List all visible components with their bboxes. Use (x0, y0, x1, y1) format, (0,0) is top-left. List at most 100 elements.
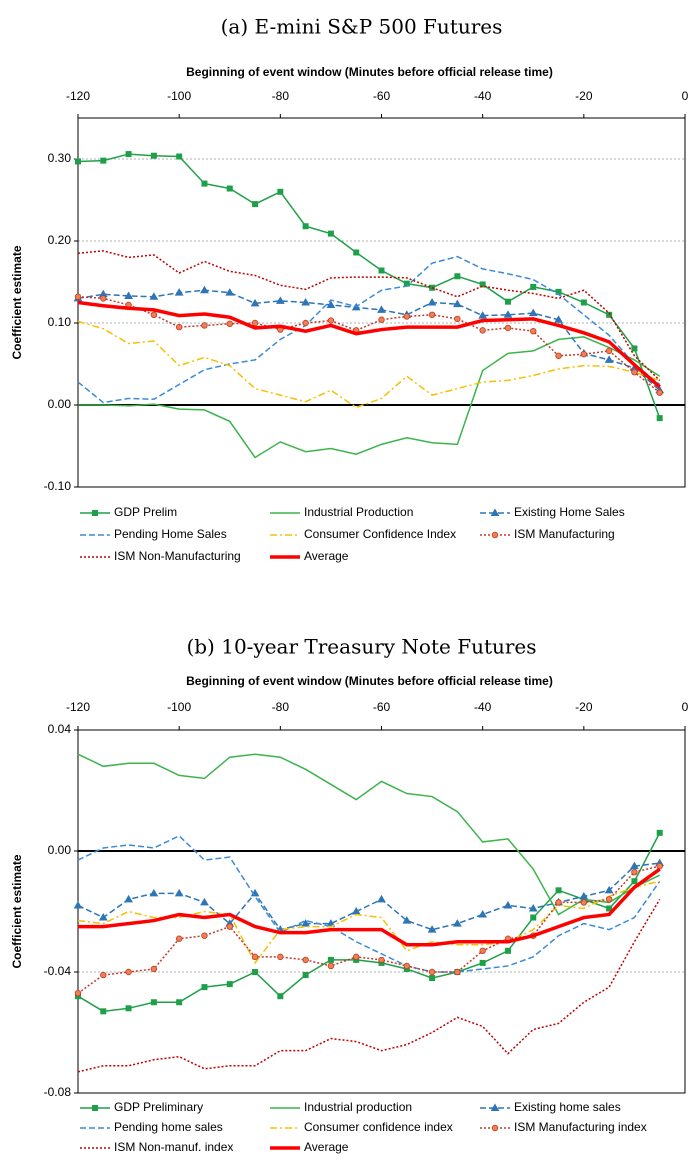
marker (250, 298, 260, 307)
x-tick-label: -120 (66, 700, 90, 714)
marker (302, 956, 309, 964)
legend-label: ISM Non-manuf. index (114, 1140, 233, 1154)
legend-label: GDP Prelim (114, 505, 177, 519)
marker (175, 323, 183, 331)
series-line (77, 153, 661, 419)
series-line (77, 320, 660, 409)
legend-label: ISM Manufacturing index (514, 1120, 647, 1134)
y-tick-label: 0.00 (48, 397, 72, 411)
marker (252, 969, 259, 975)
marker (201, 932, 208, 939)
marker (454, 273, 461, 280)
series-line (77, 862, 660, 931)
marker (150, 999, 157, 1006)
x-axis-label: Beginning of event window (Minutes befor… (186, 674, 553, 688)
marker (427, 298, 437, 306)
legend-label: Consumer confidence index (304, 1120, 453, 1134)
y-axis-label: Coefficient estimate (10, 854, 24, 968)
marker (301, 298, 310, 306)
y-axis-label: Coefficient estimate (10, 245, 24, 359)
marker (150, 152, 157, 159)
series-line (77, 834, 661, 973)
marker (528, 903, 538, 912)
marker (251, 319, 259, 327)
marker (327, 956, 334, 963)
legend-label: Pending Home Sales (114, 527, 227, 541)
marker (479, 959, 486, 966)
marker (530, 328, 537, 335)
marker (491, 1124, 499, 1132)
x-tick-label: -40 (474, 89, 492, 103)
y-tick-label: -0.10 (44, 479, 72, 493)
marker (327, 317, 335, 324)
marker (453, 919, 462, 927)
marker (174, 888, 184, 897)
marker (100, 1008, 107, 1015)
marker (150, 311, 158, 318)
marker (275, 296, 285, 304)
marker (604, 885, 614, 894)
legend-label: Existing home sales (514, 1100, 621, 1114)
marker (200, 285, 209, 294)
marker (125, 151, 132, 158)
marker (353, 249, 360, 256)
marker (403, 313, 410, 320)
y-tick-label: -0.08 (44, 1085, 72, 1099)
marker (73, 900, 83, 909)
marker (491, 531, 499, 539)
marker (92, 510, 98, 516)
marker (377, 894, 386, 903)
marker (631, 878, 638, 885)
marker (326, 300, 336, 308)
marker (74, 989, 82, 997)
marker (226, 923, 233, 930)
legend-label: ISM Non-Manufacturing (114, 549, 241, 563)
marker (606, 905, 613, 912)
marker (605, 896, 613, 903)
marker (479, 327, 486, 334)
marker (277, 993, 284, 1000)
marker (201, 322, 208, 329)
marker (555, 899, 562, 906)
marker (125, 1005, 132, 1012)
marker (478, 311, 488, 319)
marker (124, 291, 133, 299)
marker (74, 293, 82, 300)
x-tick-label: -120 (66, 89, 90, 103)
marker (176, 153, 183, 160)
legend-label: Pending home sales (114, 1120, 223, 1134)
marker (277, 188, 284, 195)
marker (528, 308, 538, 317)
marker (555, 887, 562, 894)
marker (631, 345, 638, 352)
marker (530, 283, 537, 290)
marker (427, 925, 437, 933)
x-tick-label: 0 (682, 700, 689, 714)
marker (200, 897, 209, 906)
marker (454, 968, 461, 976)
marker (176, 999, 183, 1006)
marker (251, 953, 259, 961)
series-line (77, 300, 661, 389)
marker (302, 319, 309, 327)
marker (226, 185, 233, 192)
marker (504, 324, 512, 332)
series-line (77, 865, 660, 994)
marker (429, 975, 436, 982)
marker (606, 311, 613, 318)
plot-frame (77, 729, 686, 1094)
plot-frame (77, 117, 686, 488)
marker (201, 984, 208, 991)
marker (124, 894, 133, 903)
chart-title: (b) 10-year Treasury Note Futures (186, 635, 536, 659)
marker (174, 288, 184, 296)
marker (100, 971, 107, 979)
marker (378, 316, 385, 323)
marker (555, 352, 562, 359)
series-line (77, 899, 661, 1073)
series-line (77, 250, 661, 381)
legend-label: Average (304, 549, 349, 563)
x-tick-label: -60 (373, 700, 391, 714)
y-tick-label: 0.10 (48, 315, 72, 329)
